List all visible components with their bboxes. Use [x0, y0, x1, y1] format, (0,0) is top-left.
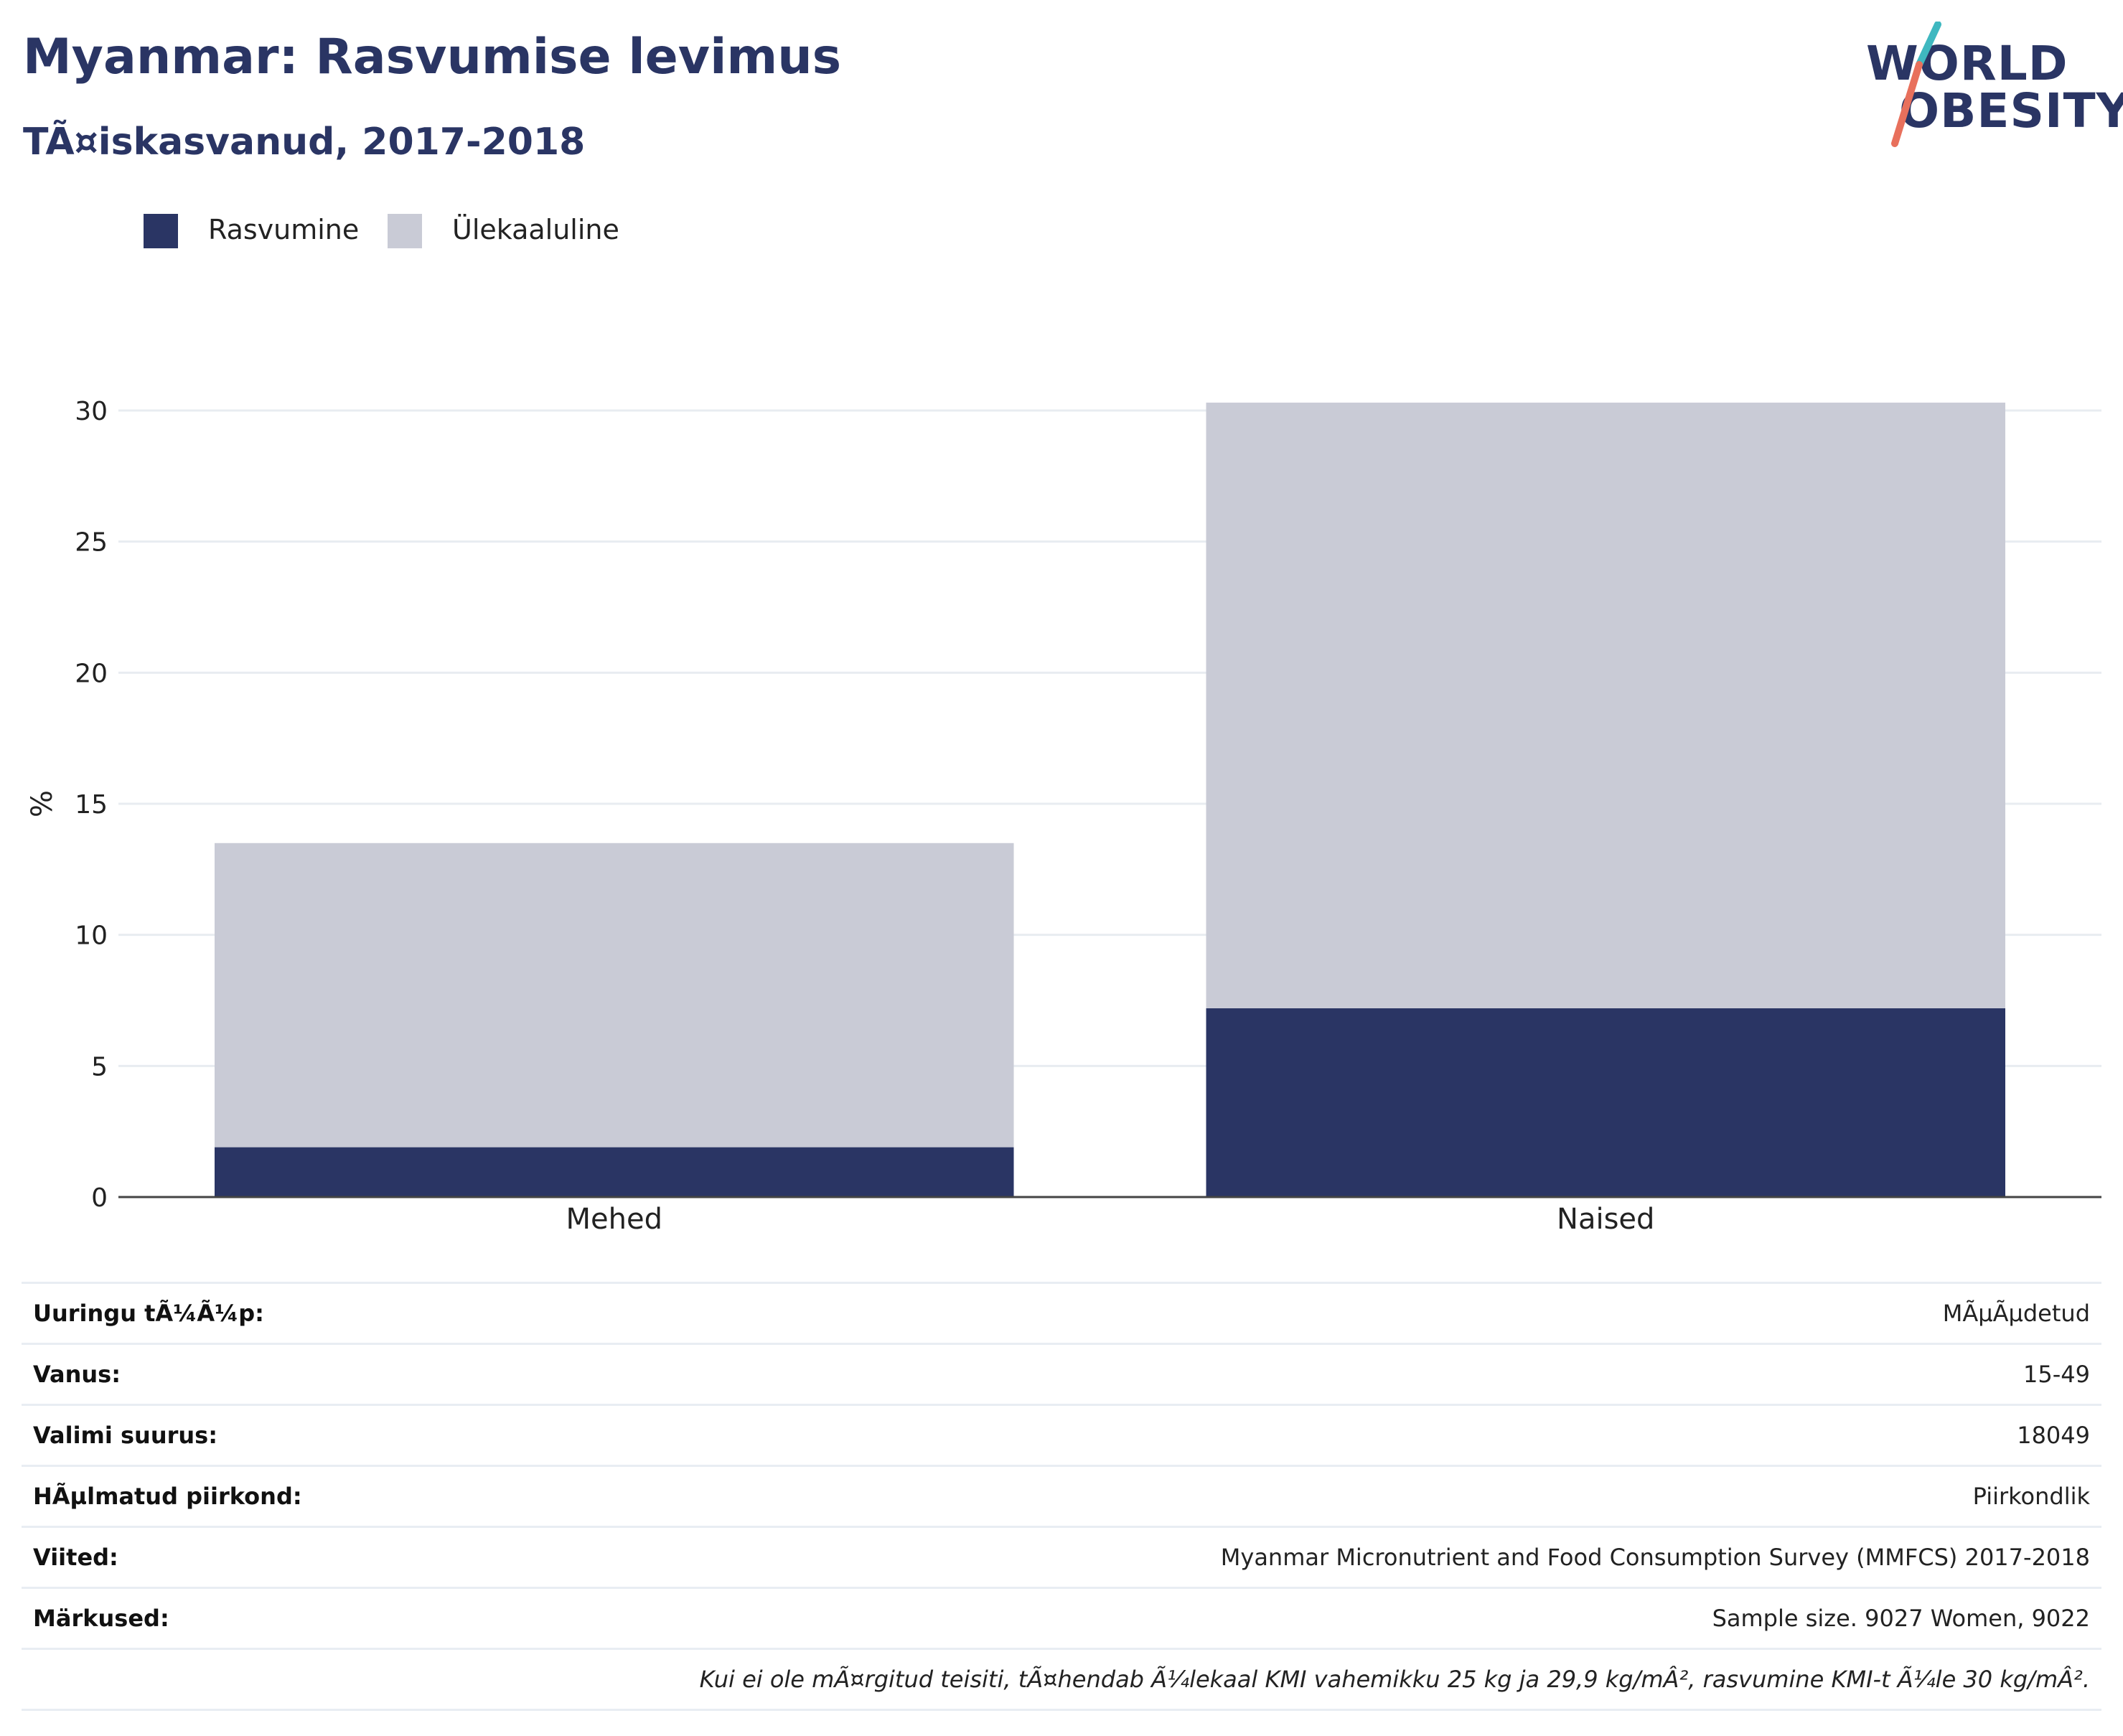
info-key: Viited:	[33, 1544, 118, 1571]
info-row: Vanus: 15-49	[22, 1343, 2101, 1404]
legend-swatch-rasvumine	[144, 214, 178, 248]
y-tick-label-0: 0	[91, 1183, 108, 1213]
y-tick-label-20: 20	[75, 659, 108, 688]
info-key: Vanus:	[33, 1361, 121, 1388]
logo-slash-icon	[1891, 22, 1941, 147]
logo-text-obesity: OBESITY	[1899, 83, 2123, 139]
legend-label-ulekaaluline: Ülekaaluline	[452, 214, 619, 245]
info-key: Märkused:	[33, 1605, 169, 1632]
legend-label-rasvumine: Rasvumine	[208, 214, 360, 245]
world-obesity-logo: WORLD OBESITY	[1866, 22, 2123, 151]
info-key: Valimi suurus:	[33, 1422, 218, 1449]
info-row: Valimi suurus: 18049	[22, 1404, 2101, 1465]
y-tick-label-30: 30	[75, 397, 108, 426]
info-key: HÃµlmatud piirkond:	[33, 1483, 302, 1510]
bar-mehed-lekaaluline	[215, 843, 1014, 1148]
bar-naised-lekaaluline	[1206, 403, 2005, 1008]
info-value: Piirkondlik	[1972, 1483, 2090, 1510]
legend-swatch-ulekaaluline	[388, 214, 422, 248]
info-value: MÃµÃµdetud	[1942, 1300, 2090, 1327]
info-row: Viited: Myanmar Micronutrient and Food Co…	[22, 1526, 2101, 1587]
info-value: 15-49	[2023, 1361, 2090, 1388]
stacked-bar-chart: 0 5 10 15 20 25 30% Mehed Naised	[26, 397, 2101, 1236]
y-axis-label: %	[26, 790, 59, 817]
survey-info-table: Uuringu tÃ¼Ã¼p: MÃµÃµdetud Vanus: 15-49 Vali…	[22, 1282, 2101, 1711]
info-value: 18049	[2017, 1422, 2090, 1449]
y-tick-label-15: 15	[75, 790, 108, 820]
info-footnote-row: Kui ei ole mÃ¤rgitud teisiti, tÃ¤hendab …	[22, 1648, 2101, 1709]
x-tick-label-naised: Naised	[1557, 1203, 1654, 1236]
page-subtitle: TÃ¤iskasvanud, 2017-2018	[23, 121, 586, 164]
y-tick-label-10: 10	[75, 921, 108, 951]
logo-text-world: WORLD	[1866, 36, 2068, 91]
info-value: Sample size. 9027 Women, 9022	[1712, 1605, 2090, 1632]
info-row: Uuringu tÃ¼Ã¼p: MÃµÃµdetud	[22, 1282, 2101, 1343]
x-tick-label-mehed: Mehed	[566, 1203, 662, 1236]
bar-mehed-rasvumine	[215, 1147, 1014, 1197]
info-key: Uuringu tÃ¼Ã¼p:	[33, 1300, 264, 1327]
info-row: HÃµlmatud piirkond: Piirkondlik	[22, 1465, 2101, 1526]
info-value: Kui ei ole mÃ¤rgitud teisiti, tÃ¤hendab …	[699, 1666, 2090, 1693]
y-tick-label-25: 25	[75, 528, 108, 558]
info-value: Myanmar Micronutrient and Food Consumpti…	[1220, 1544, 2090, 1571]
info-row: Märkused: Sample size. 9027 Women, 9022	[22, 1587, 2101, 1648]
page-title: Myanmar: Rasvumise levimus	[23, 29, 842, 85]
bar-naised-rasvumine	[1206, 1008, 2005, 1197]
y-tick-label-5: 5	[91, 1052, 108, 1082]
info-table-bottom-border	[22, 1709, 2101, 1711]
